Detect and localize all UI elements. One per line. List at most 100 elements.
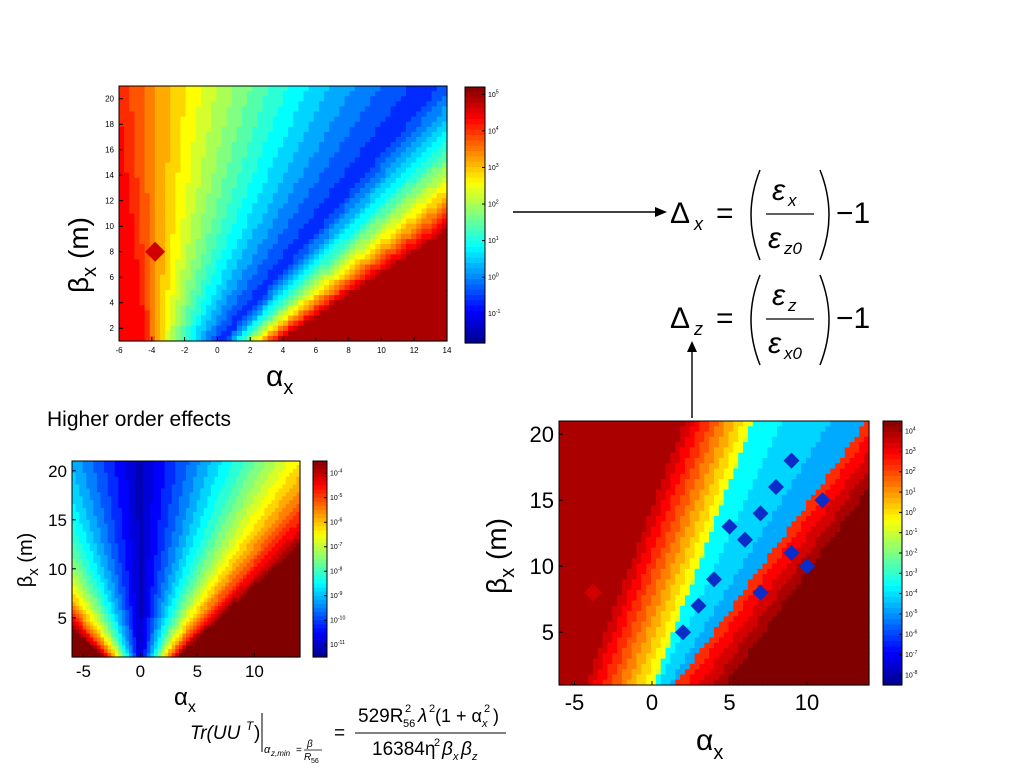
heatmap-cell — [72, 618, 76, 623]
heatmap-cell — [268, 300, 274, 306]
heatmap-cell — [375, 122, 381, 128]
heatmap-cell — [119, 152, 125, 158]
heatmap-cell — [161, 583, 165, 588]
heatmap-cell — [396, 219, 402, 225]
heatmap-cell — [222, 249, 228, 255]
heatmap-cell — [319, 117, 325, 123]
heatmap-cell — [375, 91, 381, 97]
heatmap-cell — [288, 280, 294, 286]
heatmap-cell — [370, 198, 376, 204]
heatmap-cell — [406, 239, 412, 245]
heatmap-cell — [268, 280, 274, 286]
heatmap-cell — [355, 188, 361, 194]
heatmap-cell — [186, 229, 192, 235]
heatmap-cell — [375, 96, 381, 102]
heatmap-cell — [298, 300, 304, 306]
heatmap-cell — [386, 331, 392, 337]
heatmap-cell — [72, 543, 76, 548]
heatmap-cell — [108, 465, 112, 470]
heatmap-cell — [216, 178, 222, 184]
heatmap-cell — [118, 485, 122, 490]
heatmap-cell — [72, 508, 76, 513]
heatmap-cell — [140, 575, 144, 580]
heatmap-cell — [355, 285, 361, 291]
heatmap-cell — [437, 101, 443, 107]
heatmap-cell — [257, 305, 263, 311]
heatmap-cell — [158, 563, 162, 568]
heatmap-cell — [129, 637, 133, 642]
heatmap-cell — [122, 559, 126, 564]
heatmap-cell — [242, 178, 248, 184]
heatmap-cell — [182, 551, 186, 556]
heatmap-cell — [329, 316, 335, 322]
x-tick-label: 0 — [215, 346, 220, 355]
heatmap-cell — [211, 254, 217, 260]
heatmap-cell — [172, 492, 176, 497]
heatmap-cell — [304, 234, 310, 240]
y-tick-label: 18 — [105, 120, 114, 129]
heatmap-cell — [111, 473, 115, 478]
heatmap-cell — [222, 106, 228, 112]
heatmap-cell — [365, 275, 371, 281]
heatmap-cell — [86, 645, 90, 650]
heatmap-cell — [160, 147, 166, 153]
heatmap-cell — [79, 606, 83, 611]
heatmap-cell — [432, 326, 438, 332]
heatmap-cell — [155, 234, 161, 240]
heatmap-cell — [154, 465, 158, 470]
heatmap-cell — [252, 295, 258, 301]
heatmap-cell — [83, 496, 87, 501]
heatmap-cell — [391, 219, 397, 225]
heatmap-cell — [304, 229, 310, 235]
heatmap-cell — [170, 198, 176, 204]
heatmap-cell — [129, 633, 133, 638]
heatmap-cell — [247, 168, 253, 174]
heatmap-cell — [108, 485, 112, 490]
heatmap-cell — [150, 465, 154, 470]
heatmap-cell — [196, 300, 202, 306]
heatmap-cell — [186, 101, 192, 107]
heatmap-cell — [191, 265, 197, 271]
heatmap-cell — [196, 112, 202, 118]
heatmap-cell — [93, 500, 97, 505]
heatmap-cell — [427, 152, 433, 158]
heatmap-cell — [101, 543, 105, 548]
heatmap-cell — [252, 265, 258, 271]
heatmap-cell — [391, 178, 397, 184]
heatmap-cell — [129, 579, 133, 584]
heatmap-cell — [160, 321, 166, 327]
heatmap-cell — [263, 234, 269, 240]
heatmap-cell — [360, 270, 366, 276]
heatmap-cell — [273, 86, 279, 92]
heatmap-cell — [93, 594, 97, 599]
heatmap-cell — [206, 259, 212, 265]
heatmap-cell — [247, 106, 253, 112]
heatmap-cell — [401, 208, 407, 214]
heatmap-cell — [168, 532, 172, 537]
heatmap-cell — [168, 547, 172, 552]
heatmap-cell — [273, 310, 279, 316]
heatmap-cell — [355, 316, 361, 322]
heatmap-cell — [160, 326, 166, 332]
heatmap-cell — [227, 127, 233, 133]
heatmap-cell — [140, 508, 144, 513]
heatmap-cell — [165, 622, 169, 627]
heatmap-cell — [140, 571, 144, 576]
heatmap-cell — [101, 461, 105, 466]
heatmap-cell — [175, 610, 179, 615]
heatmap-cell — [129, 229, 135, 235]
heatmap-cell — [72, 637, 76, 642]
heatmap-cell — [380, 239, 386, 245]
heatmap-cell — [147, 602, 151, 607]
heatmap-cell — [324, 127, 330, 133]
heatmap-cell — [143, 508, 147, 513]
heatmap-cell — [79, 567, 83, 572]
heatmap-cell — [216, 300, 222, 306]
heatmap-cell — [186, 214, 192, 220]
heatmap-cell — [227, 310, 233, 316]
heatmap-cell — [196, 188, 202, 194]
heatmap-cell — [175, 645, 179, 650]
heatmap-cell — [111, 649, 115, 654]
heatmap-cell — [93, 551, 97, 556]
heatmap-cell — [370, 239, 376, 245]
